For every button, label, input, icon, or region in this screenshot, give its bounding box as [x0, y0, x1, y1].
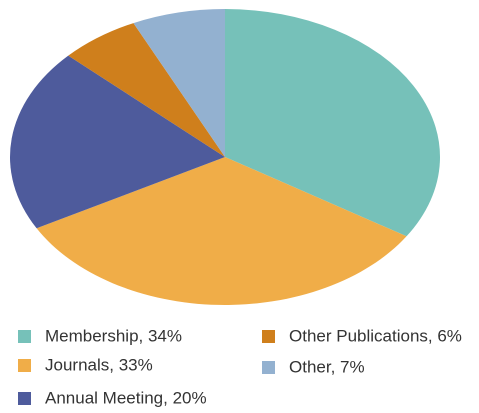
- pie-slice: [36, 157, 407, 306]
- legend-swatch: [18, 392, 31, 405]
- legend-label: Other, 7%: [289, 357, 365, 376]
- legend-swatch: [262, 361, 275, 374]
- legend-swatch: [262, 330, 275, 343]
- legend-label: Journals, 33%: [45, 355, 153, 374]
- pie-slice: [225, 9, 440, 237]
- pie-slice: [10, 55, 226, 229]
- legend-swatch: [18, 330, 31, 343]
- legend-label: Membership, 34%: [45, 326, 182, 345]
- pie-slice: [68, 23, 225, 157]
- legend-label: Other Publications, 6%: [289, 326, 462, 345]
- pie-slice: [133, 9, 225, 157]
- legend-swatch: [18, 359, 31, 372]
- legend-label: Annual Meeting, 20%: [45, 388, 207, 407]
